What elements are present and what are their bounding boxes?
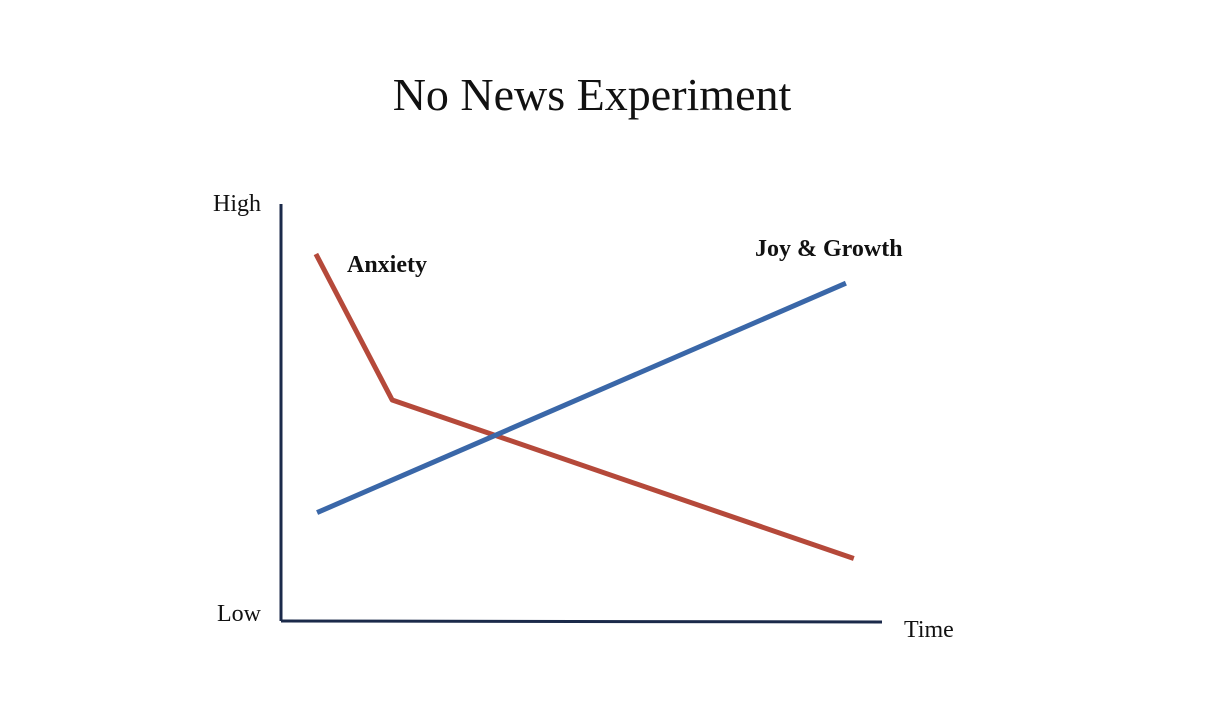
chart-title: No News Experiment (393, 69, 792, 120)
series-line-anxiety (313, 252, 855, 561)
series-line-joy-growth (316, 280, 847, 515)
y-tick-label-low: Low (217, 601, 262, 627)
x-axis-label: Time (904, 617, 954, 643)
y-tick-label-high: High (213, 191, 261, 217)
series-label-joy-growth: Joy & Growth (755, 236, 903, 262)
series-label-anxiety: Anxiety (347, 252, 427, 278)
x-axis (280, 619, 883, 624)
series-layer (313, 252, 855, 561)
